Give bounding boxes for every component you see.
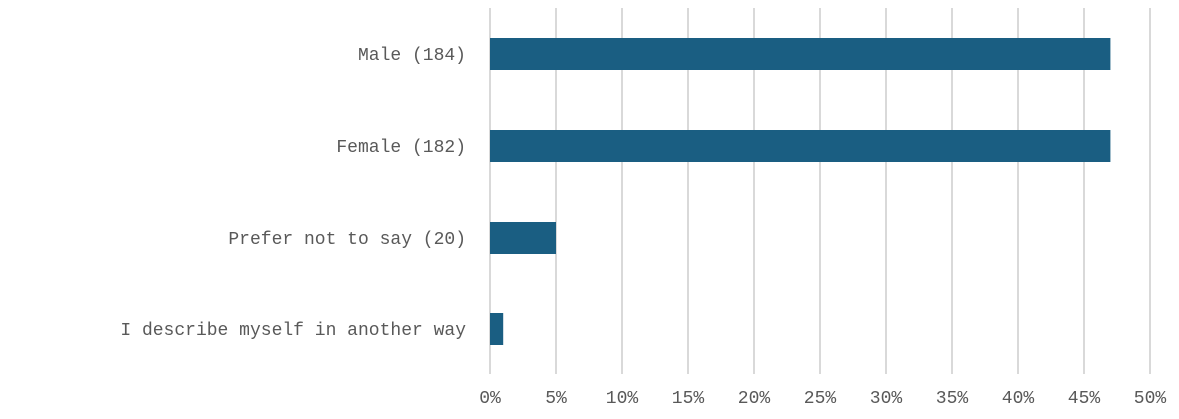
bars [490,38,1111,345]
x-tick-label: 15% [672,389,705,409]
x-tick-label: 30% [870,389,903,409]
category-label: Prefer not to say (20) [228,230,466,250]
x-tick-label: 50% [1134,389,1167,409]
x-tick-labels: 0% 5% 10% 15% 20% 25% 30% 35% 40% 45% 50% [479,389,1166,409]
x-tick-label: 45% [1068,389,1101,409]
x-tick-label: 40% [1002,389,1035,409]
category-labels: Male (184) Female (182) Prefer not to say … [120,46,466,341]
bar [490,38,1111,70]
x-tick-label: 25% [804,389,837,409]
x-tick-label: 10% [606,389,639,409]
x-tick-label: 0% [479,389,501,409]
bar [490,222,556,254]
bar [490,130,1111,162]
category-label: I describe myself in another way [120,321,466,341]
bar [490,313,504,345]
category-label: Male (184) [358,46,466,66]
x-tick-label: 5% [545,389,567,409]
category-label: Female (182) [336,138,466,158]
x-tick-label: 35% [936,389,969,409]
x-tick-label: 20% [738,389,771,409]
